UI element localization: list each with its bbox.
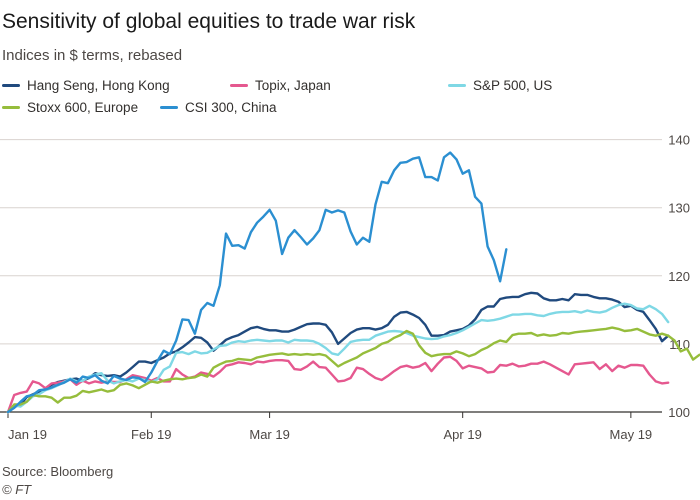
legend-item-csi300: CSI 300, China (160, 100, 277, 115)
y-tick-label: 100 (668, 405, 690, 420)
legend-item-topix: Topix, Japan (230, 78, 331, 93)
x-tick-label: Jan 19 (8, 427, 47, 442)
chart-title: Sensitivity of global equities to trade … (2, 10, 416, 33)
y-tick-label: 130 (668, 201, 690, 216)
series-line-sp500 (6, 302, 670, 414)
series-line-stoxx (6, 326, 700, 414)
legend-label-hangseng: Hang Seng, Hong Kong (27, 78, 170, 93)
x-tick-label: May 19 (610, 427, 653, 442)
legend-label-stoxx: Stoxx 600, Europe (27, 100, 139, 115)
source-note: Source: Bloomberg (2, 464, 114, 479)
y-tick-label: 120 (668, 269, 690, 284)
series-line-csi300 (6, 151, 508, 414)
legend-label-topix: Topix, Japan (255, 78, 331, 93)
x-tick-label: Apr 19 (444, 427, 482, 442)
legend-swatch-topix (230, 84, 248, 87)
x-tick-label: Feb 19 (131, 427, 171, 442)
chart-subtitle: Indices in $ terms, rebased (2, 47, 183, 64)
legend-item-stoxx: Stoxx 600, Europe (2, 100, 138, 115)
legend-label-sp500: S&P 500, US (473, 78, 553, 93)
y-tick-label: 140 (668, 133, 690, 148)
legend-swatch-csi300 (160, 106, 178, 109)
chart-legend: Hang Seng, Hong Kong Topix, Japan S&P 50… (0, 78, 700, 122)
legend-swatch-stoxx (2, 106, 20, 109)
legend-swatch-hangseng (2, 84, 20, 87)
series-line-hangseng (6, 291, 670, 414)
x-tick-label: Mar 19 (249, 427, 289, 442)
credit-note: © FT (2, 482, 32, 497)
legend-label-csi300: CSI 300, China (185, 100, 277, 115)
legend-item-hangseng: Hang Seng, Hong Kong (2, 78, 170, 93)
legend-item-sp500: S&P 500, US (448, 78, 552, 93)
legend-swatch-sp500 (448, 84, 466, 87)
